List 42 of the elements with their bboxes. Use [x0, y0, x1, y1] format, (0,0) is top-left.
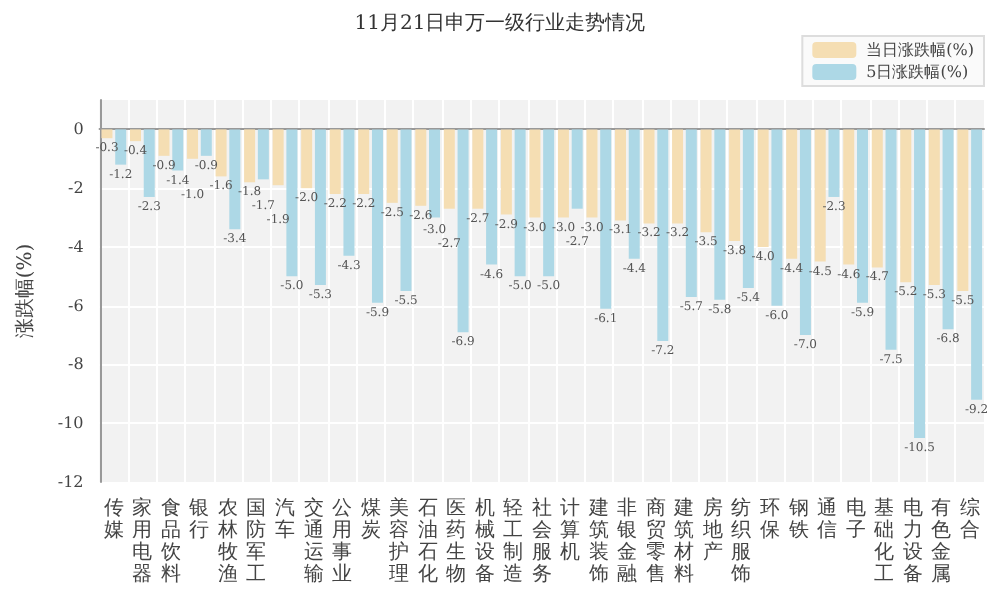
x-tick-label: 通信 [817, 496, 838, 542]
x-tick-label: 交通运输 [303, 496, 324, 586]
x-tick-label: 银行 [187, 498, 210, 542]
legend-label: 当日涨跌幅(%) [866, 41, 974, 59]
x-tick-label: 石油石化 [417, 498, 438, 586]
x-tick-label: 食品饮料 [158, 496, 181, 586]
x-tick-label: 国防军工 [246, 498, 267, 586]
x-tick-label: 综合 [959, 496, 980, 542]
x-tick-label: 机械设备 [474, 496, 495, 586]
x-tick-label: 传媒 [103, 498, 124, 542]
x-tick-label: 公用事业 [332, 496, 353, 586]
x-tick-label: 建筑材料 [672, 496, 695, 586]
x-tick-label: 美容护理 [387, 496, 410, 586]
x-tick-label: 家用电器 [132, 496, 153, 586]
x-tick-label: 非银金融 [615, 496, 638, 586]
y-tick-label: 0 [73, 120, 84, 139]
y-tick-label: -6 [67, 296, 84, 315]
y-tick-label: -12 [57, 473, 84, 491]
legend-label: 5日涨跌幅(%) [866, 63, 969, 81]
x-tick-label: 建筑装饰 [586, 496, 609, 586]
chart-title: 11月21日申万一级行业走势情况 [354, 11, 646, 35]
y-tick-label: -8 [67, 355, 84, 374]
x-tick-label: 钢铁 [786, 498, 809, 542]
x-tick-label: 电力设备 [902, 496, 923, 586]
x-tick-label: 电子 [845, 496, 866, 542]
x-tick-label: 房地产 [700, 496, 723, 564]
x-tick-label: 有色金属 [931, 496, 952, 586]
x-tick-label: 社会服务 [531, 496, 552, 586]
y-tick-label: -10 [57, 414, 84, 433]
x-tick-label: 轻工制造 [503, 496, 524, 586]
x-tick-label: 环保 [760, 498, 781, 542]
x-tick-label: 计算机 [560, 496, 581, 564]
y-tick-label: -2 [67, 179, 84, 198]
x-tick-label: 汽车 [275, 496, 296, 542]
x-tick-label: 农林牧渔 [215, 498, 238, 586]
y-tick-label: -4 [67, 237, 84, 256]
x-tick-label: 基础化工 [872, 496, 895, 586]
x-tick-label: 医药生物 [446, 498, 467, 586]
x-tick-label: 商贸零售 [645, 496, 666, 586]
x-tick-label: 煤炭 [360, 496, 381, 542]
x-tick-label: 纺织服饰 [729, 496, 752, 586]
y-axis-title: 涨跌幅(%) [13, 243, 37, 339]
